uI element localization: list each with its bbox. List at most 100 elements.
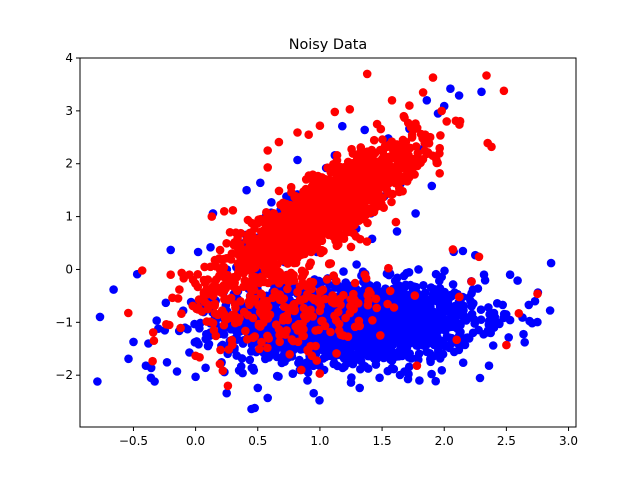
scatter-point-series-2: [240, 276, 250, 285]
scatter-point-series-2: [306, 216, 315, 225]
scatter-point-series-2: [275, 337, 285, 347]
scatter-point-series-2: [230, 311, 240, 320]
x-axis: −0.5 0.0 0.5 1.0 1.5 2.0 2.5 3.0: [119, 427, 578, 448]
scatter-point-series-1: [399, 284, 408, 294]
scatter-point-series-2: [254, 319, 264, 329]
scatter-point-series-2: [216, 345, 225, 355]
scatter-point-series-1: [409, 310, 419, 320]
scatter-point-series-2: [137, 266, 147, 275]
scatter-point-series-1: [436, 325, 446, 334]
scatter-point-series-1: [475, 373, 485, 383]
scatter-point-series-1: [489, 308, 499, 318]
scatter-point-series-2: [209, 283, 219, 292]
scatter-point-series-1: [360, 125, 370, 135]
scatter-point-series-2: [284, 229, 294, 239]
chart-title: Noisy Data: [289, 37, 368, 53]
scatter-point-series-2: [364, 286, 374, 296]
scatter-point-series-2: [307, 208, 316, 218]
scatter-point-series-2: [236, 252, 245, 262]
scatter-point-series-2: [314, 229, 323, 239]
scatter-point-series-2: [385, 286, 395, 296]
y-tick-label: 3: [65, 104, 73, 118]
scatter-point-series-1: [263, 393, 273, 403]
scatter-point-series-1: [457, 300, 467, 309]
scatter-point-series-2: [371, 182, 381, 191]
scatter-point-series-1: [315, 396, 324, 405]
scatter-point-series-1: [454, 345, 464, 355]
scatter-point-series-2: [207, 212, 217, 221]
scatter-point-series-2: [220, 295, 229, 304]
scatter-point-series-2: [288, 254, 298, 264]
scatter-point-series-1: [196, 318, 205, 328]
scatter-point-series-2: [346, 199, 356, 209]
scatter-point-series-2: [324, 259, 334, 269]
scatter-point-series-1: [352, 260, 361, 269]
scatter-point-series-2: [514, 309, 524, 318]
scatter-point-series-1: [480, 276, 490, 285]
scatter-point-series-2: [263, 146, 273, 155]
scatter-point-series-1: [446, 84, 455, 93]
scatter-point-series-1: [95, 312, 105, 322]
scatter-point-series-2: [362, 237, 372, 246]
scatter-point-series-1: [484, 303, 493, 312]
scatter-point-series-1: [443, 300, 453, 309]
scatter-point-series-1: [419, 281, 428, 290]
scatter-point-series-2: [304, 130, 314, 139]
scatter-point-series-2: [194, 295, 204, 304]
scatter-point-series-2: [487, 142, 496, 152]
y-tick-label: −2: [55, 368, 73, 382]
scatter-point-series-2: [389, 170, 399, 180]
scatter-point-series-2: [347, 159, 357, 168]
scatter-point-series-1: [360, 310, 369, 320]
scatter-point-series-2: [326, 168, 336, 177]
scatter-point-series-1: [410, 325, 419, 335]
scatter-point-series-1: [255, 178, 265, 188]
scatter-point-series-1: [414, 349, 424, 359]
x-tick-label: 2.5: [497, 434, 516, 448]
scatter-point-series-2: [195, 353, 204, 362]
scatter-point-series-1: [440, 266, 449, 276]
scatter-point-series-1: [310, 333, 320, 343]
scatter-point-series-2: [264, 310, 273, 320]
scatter-point-series-2: [241, 326, 250, 336]
scatter-point-series-1: [265, 323, 274, 332]
scatter-point-series-2: [290, 299, 299, 309]
scatter-point-series-2: [380, 152, 390, 161]
scatter-point-series-1: [355, 383, 365, 393]
scatter-point-series-2: [260, 218, 269, 228]
scatter-point-series-1: [206, 243, 215, 252]
scatter-point-series-1: [488, 341, 498, 350]
scatter-point-series-1: [381, 308, 390, 318]
scatter-point-series-2: [165, 320, 174, 330]
scatter-point-series-2: [389, 303, 399, 312]
scatter-point-series-2: [362, 69, 372, 79]
scatter-point-series-2: [176, 323, 185, 333]
scatter-point-series-1: [513, 276, 522, 285]
scatter-point-series-2: [301, 246, 311, 255]
scatter-point-series-1: [242, 185, 251, 195]
scatter-point-series-2: [315, 121, 325, 130]
scatter-point-series-1: [293, 155, 302, 165]
scatter-point-series-2: [245, 300, 254, 310]
scatter-point-series-2: [424, 139, 434, 148]
scatter-point-series-1: [381, 315, 390, 325]
scatter-point-series-2: [474, 252, 484, 262]
scatter-point-series-1: [476, 315, 486, 325]
scatter-point-series-1: [393, 273, 402, 283]
scatter-point-series-2: [299, 311, 309, 321]
scatter-point-series-1: [427, 181, 437, 191]
scatter-point-series-1: [395, 370, 405, 380]
scatter-point-series-2: [367, 153, 377, 162]
scatter-point-series-1: [445, 333, 454, 343]
scatter-point-series-1: [446, 321, 456, 331]
y-tick-label: −1: [55, 315, 73, 329]
scatter-point-series-2: [248, 313, 258, 323]
scatter-point-series-1: [295, 355, 304, 365]
scatter-point-series-2: [355, 158, 365, 168]
scatter-point-series-1: [375, 373, 384, 383]
scatter-point-series-2: [318, 316, 327, 326]
scatter-point-series-1: [448, 280, 458, 289]
scatter-point-series-2: [293, 128, 302, 137]
scatter-point-series-1: [378, 352, 388, 362]
scatter-point-series-1: [525, 316, 534, 326]
